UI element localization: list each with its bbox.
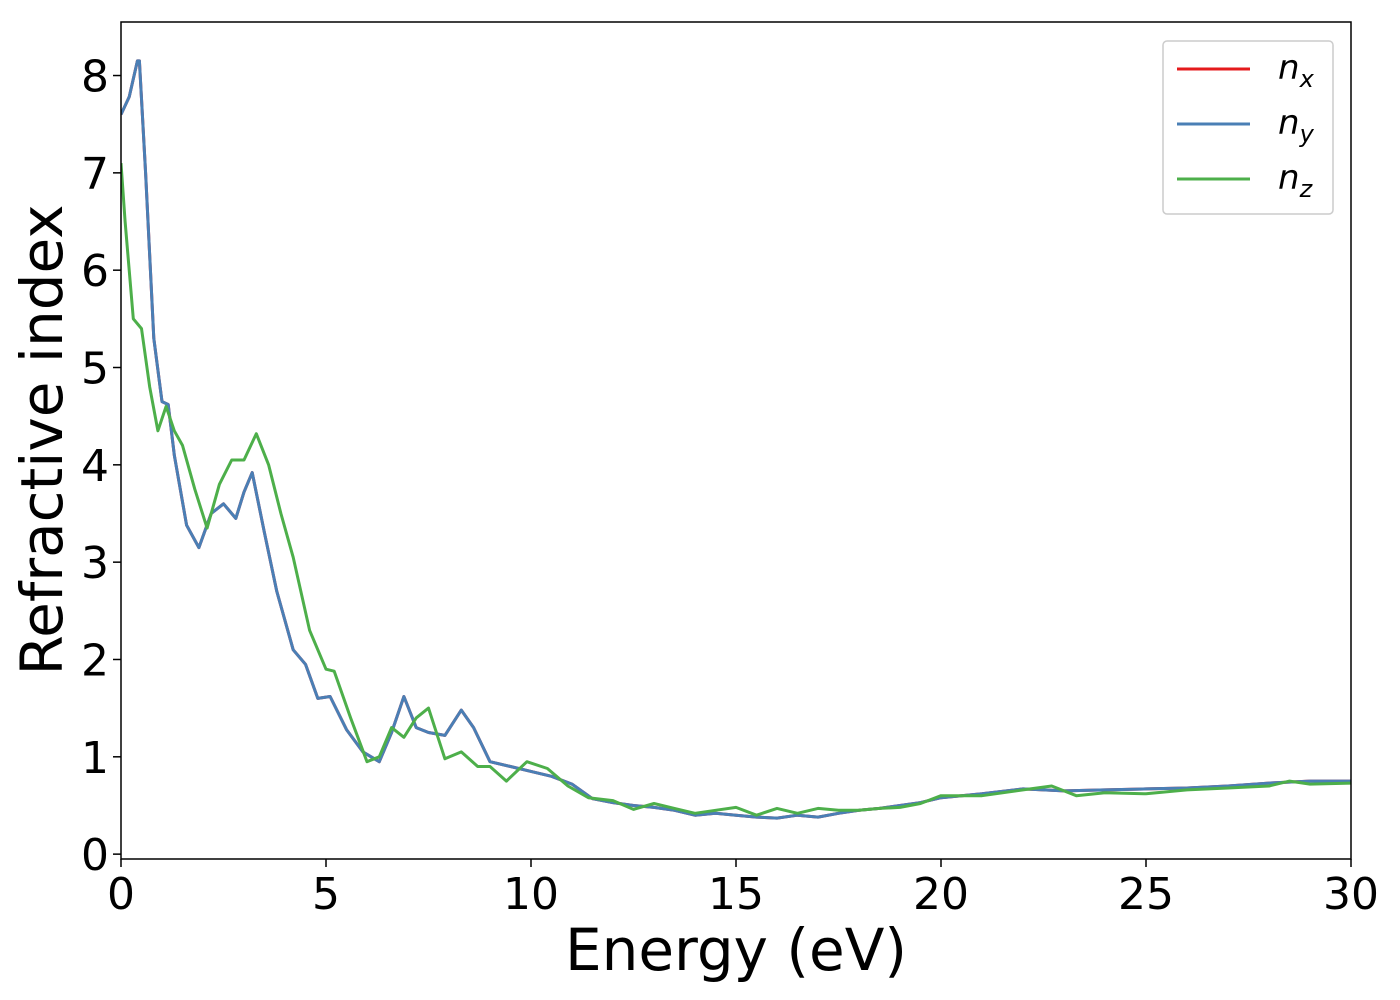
plot-frame [120,21,1352,860]
legend-box [1162,40,1334,215]
y-tick-label: 0 [81,830,109,881]
legend-label-symbol: n [1278,158,1300,198]
series-layer [121,59,1351,820]
x-axis-label: Energy (eV) [565,916,907,984]
y-axis-label: Refractive index [8,204,76,675]
legend-label-symbol: n [1278,48,1300,88]
legend-label-symbol: n [1278,103,1300,143]
legend-label-subscript: x [1299,65,1315,93]
legend-label-subscript: y [1299,120,1315,148]
y-tick-label: 3 [81,538,109,589]
x-tick-label: 0 [107,869,135,920]
x-tick-label: 5 [312,869,340,920]
y-tick-label: 6 [81,246,109,297]
x-tick-label: 25 [1118,869,1174,920]
x-tick-label: 20 [913,869,969,920]
y-tick-label: 7 [81,149,109,200]
y-tick-label: 2 [81,635,109,686]
x-tick-label: 10 [503,869,559,920]
y-tick-label: 8 [81,52,109,103]
legend-label-ny: ny [1278,103,1315,148]
legend-label-subscript: z [1299,175,1314,203]
y-tick-label: 4 [81,441,109,492]
legend-label-nx: nx [1278,48,1315,93]
plot-area [121,22,1351,859]
series-line-nz [121,162,1351,817]
legend-label-nz: nz [1278,158,1314,203]
x-tick-label: 15 [708,869,764,920]
x-tick-label: 30 [1323,869,1379,920]
y-tick-label: 1 [81,733,109,784]
ticks-layer: 0 5 10 15 20 25 30 0 1 2 3 4 5 6 7 8 [81,52,1379,920]
y-tick-label: 5 [81,344,109,395]
